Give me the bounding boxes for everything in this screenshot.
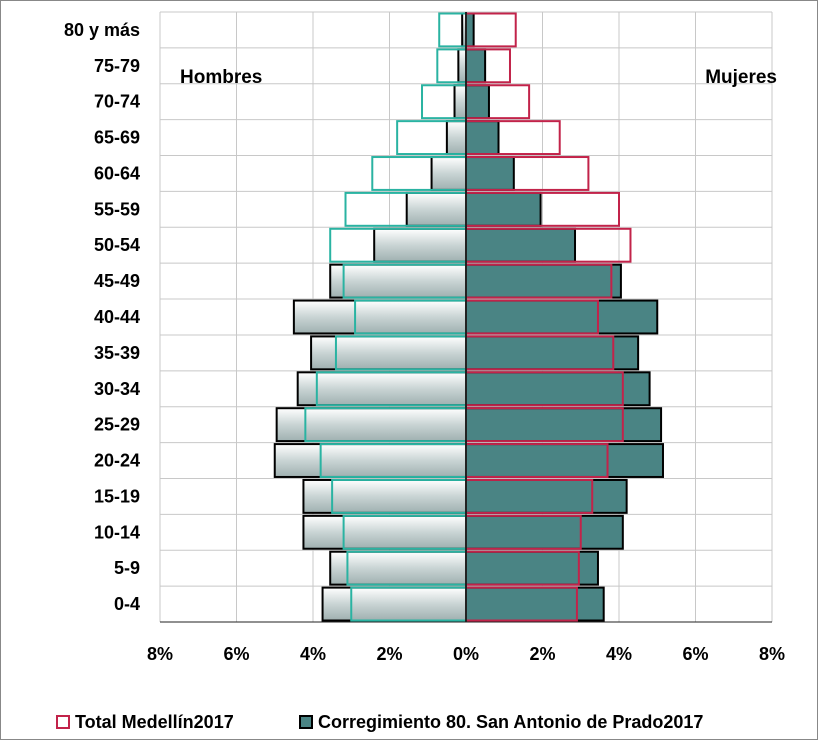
legend-swatch-corregimiento	[299, 715, 313, 729]
x-tick-label: 4%	[300, 644, 326, 664]
bar-female-corregimiento	[465, 156, 515, 191]
bar-male-corregimiento	[430, 156, 468, 191]
bar-female-corregimiento	[465, 478, 628, 514]
category-label: 70-74	[94, 92, 140, 112]
left-side-label: Hombres	[180, 67, 262, 88]
bar-female-corregimiento	[465, 227, 577, 263]
category-label: 30-34	[94, 379, 140, 399]
category-label: 10-14	[94, 522, 140, 542]
bar-male-corregimiento	[329, 263, 467, 299]
legend-label-corregimiento: Corregimiento 80. San Antonio de Prado20…	[318, 712, 703, 732]
bar-male-corregimiento	[302, 514, 467, 550]
bar-male-corregimiento	[457, 48, 468, 84]
category-label: 50-54	[94, 235, 140, 255]
bar-male-corregimiento	[302, 478, 467, 514]
x-tick-label: 8%	[147, 644, 173, 664]
bar-male-corregimiento	[296, 371, 468, 407]
x-tick-label: 8%	[759, 644, 785, 664]
category-label: 35-39	[94, 343, 140, 363]
bar-female-corregimiento	[465, 263, 622, 299]
category-label: 0-4	[114, 594, 140, 614]
x-tick-label: 4%	[606, 644, 632, 664]
category-label: 80 y más	[64, 20, 140, 40]
bar-female-corregimiento	[465, 407, 663, 443]
legend: Total Medellín2017 Corregimiento 80. San …	[56, 712, 703, 732]
axis-layer: 0-4 5-9 10-14 15-19 20-24 25-29 30-34 35-39 40-4…	[64, 12, 785, 664]
bar-male-corregimiento	[373, 227, 468, 263]
legend-swatch-medellin	[56, 715, 70, 729]
category-label: 60-64	[94, 163, 140, 183]
bar-female-corregimiento	[465, 299, 659, 335]
category-label: 45-49	[94, 271, 140, 291]
bar-male-corregimiento	[445, 120, 467, 156]
x-tick-label: 0%	[453, 644, 479, 664]
bar-male-corregimiento	[321, 586, 467, 622]
bar-male-corregimiento	[310, 335, 467, 371]
bar-male-corregimiento	[329, 550, 467, 586]
bar-male-corregimiento	[273, 443, 467, 478]
bar-female-corregimiento	[465, 443, 664, 478]
bar-female-corregimiento	[465, 514, 624, 550]
bar-female-corregimiento	[465, 48, 487, 84]
category-label: 20-24	[94, 451, 140, 471]
category-label: 25-29	[94, 415, 140, 435]
bar-female-corregimiento	[465, 120, 500, 156]
x-tick-label: 6%	[223, 644, 249, 664]
x-tick-label: 6%	[682, 644, 708, 664]
bar-male-corregimiento	[405, 191, 467, 227]
bar-female-corregimiento	[465, 84, 490, 120]
legend-label-medellin: Total Medellín2017	[75, 712, 234, 732]
x-tick-label: 2%	[529, 644, 555, 664]
category-label: 40-44	[94, 307, 140, 327]
category-label: 75-79	[94, 56, 140, 76]
category-label: 55-59	[94, 199, 140, 219]
x-tick-label: 2%	[376, 644, 402, 664]
bar-female-corregimiento	[465, 191, 542, 227]
category-label: 15-19	[94, 486, 140, 506]
bars-layer	[273, 12, 664, 622]
bar-female-corregimiento	[465, 586, 605, 622]
category-label: 65-69	[94, 128, 140, 148]
category-label: 5-9	[114, 558, 140, 578]
bar-male-corregimiento	[292, 299, 467, 335]
right-side-label: Mujeres	[705, 67, 777, 88]
bar-male-corregimiento	[453, 84, 467, 120]
bar-female-corregimiento	[465, 12, 475, 48]
